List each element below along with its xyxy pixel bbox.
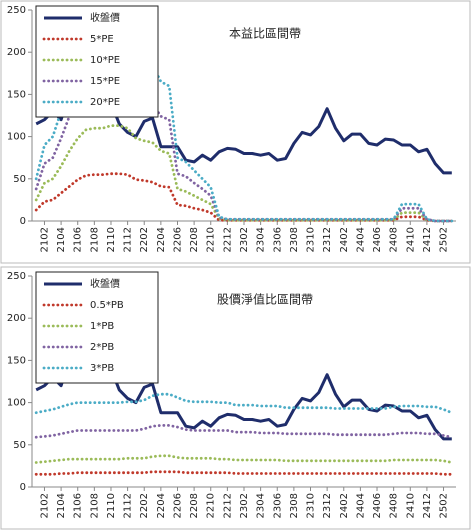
- y-tick-label: 50: [13, 174, 26, 185]
- legend-box: [35, 271, 159, 384]
- x-tick-label: 2104: [56, 493, 67, 518]
- x-tick-label: 2310: [306, 227, 317, 252]
- x-tick-label: 2502: [439, 227, 450, 252]
- x-tick-label: 2304: [256, 227, 267, 252]
- x-tick-label: 2106: [73, 493, 84, 518]
- x-tick-label: 2412: [422, 227, 433, 252]
- x-tick-label: 2310: [306, 493, 317, 518]
- x-tick-label: 2110: [106, 227, 117, 252]
- x-tick-label: 2412: [422, 493, 433, 518]
- legend-label: 15*PE: [90, 76, 120, 87]
- legend-box: [35, 5, 159, 118]
- y-tick-label: 250: [7, 5, 26, 16]
- x-tick-label: 2302: [239, 493, 250, 518]
- y-tick-label: 150: [7, 355, 26, 366]
- y-tick-label: 0: [20, 482, 26, 493]
- x-tick-label: 2104: [56, 227, 67, 252]
- y-tick-label: 200: [7, 313, 26, 324]
- y-tick-label: 100: [7, 132, 26, 143]
- x-tick-label: 2206: [172, 227, 183, 252]
- y-tick-label: 200: [7, 47, 26, 58]
- x-tick-label: 2308: [289, 493, 300, 518]
- x-tick-label: 2210: [206, 227, 217, 252]
- y-tick-label: 50: [13, 440, 26, 451]
- y-tick-label: 150: [7, 89, 26, 100]
- legend-label: 收盤價: [90, 11, 120, 24]
- legend-label: 20*PE: [90, 97, 120, 108]
- x-tick-label: 2406: [372, 227, 383, 252]
- x-tick-label: 2502: [439, 493, 450, 518]
- series-line: [34, 454, 454, 464]
- x-tick-label: 2402: [339, 227, 350, 252]
- x-tick-label: 2408: [389, 227, 400, 252]
- legend-label: 3*PB: [90, 363, 114, 374]
- x-tick-label: 2404: [355, 227, 366, 252]
- legend-label: 2*PB: [90, 342, 114, 353]
- x-tick-label: 2206: [172, 493, 183, 518]
- x-tick-label: 2312: [322, 493, 333, 518]
- x-tick-label: 2212: [222, 493, 233, 518]
- x-tick-label: 2312: [322, 227, 333, 252]
- legend-label: 5*PE: [90, 34, 114, 45]
- legend-label: 10*PE: [90, 55, 120, 66]
- x-tick-label: 2202: [139, 493, 150, 518]
- y-tick-label: 100: [7, 398, 26, 409]
- x-tick-label: 2408: [389, 493, 400, 518]
- series-line: [34, 392, 454, 415]
- series-line: [34, 424, 454, 439]
- legend-label: 收盤價: [90, 277, 120, 290]
- x-tick-label: 2306: [272, 227, 283, 252]
- legend-label: 0.5*PB: [90, 300, 124, 311]
- x-tick-label: 2208: [189, 227, 200, 252]
- x-tick-label: 2204: [156, 227, 167, 252]
- x-tick-label: 2210: [206, 493, 217, 518]
- x-tick-label: 2304: [256, 493, 267, 518]
- x-tick-label: 2402: [339, 493, 350, 518]
- x-tick-label: 2108: [89, 493, 100, 518]
- x-tick-label: 2404: [355, 493, 366, 518]
- legend-label: 1*PB: [90, 321, 114, 332]
- x-tick-label: 2410: [405, 227, 416, 252]
- x-tick-label: 2406: [372, 493, 383, 518]
- x-tick-label: 2208: [189, 493, 200, 518]
- series-line: [34, 470, 454, 476]
- x-tick-label: 2110: [106, 493, 117, 518]
- y-tick-label: 0: [20, 216, 26, 227]
- x-tick-label: 2106: [73, 227, 84, 252]
- x-tick-label: 2302: [239, 227, 250, 252]
- chart-title: 本益比區間帶: [229, 27, 301, 41]
- x-tick-label: 2202: [139, 227, 150, 252]
- x-tick-label: 2410: [405, 493, 416, 518]
- x-tick-label: 2306: [272, 493, 283, 518]
- x-tick-label: 2112: [123, 493, 134, 518]
- x-tick-label: 2308: [289, 227, 300, 252]
- x-tick-label: 2212: [222, 227, 233, 252]
- x-tick-label: 2102: [39, 227, 50, 252]
- x-tick-label: 2112: [123, 227, 134, 252]
- x-tick-label: 2102: [39, 493, 50, 518]
- y-tick-label: 250: [7, 271, 26, 282]
- chart-title: 股價淨值比區間帶: [217, 292, 313, 307]
- x-tick-label: 2204: [156, 493, 167, 518]
- x-tick-label: 2108: [89, 227, 100, 252]
